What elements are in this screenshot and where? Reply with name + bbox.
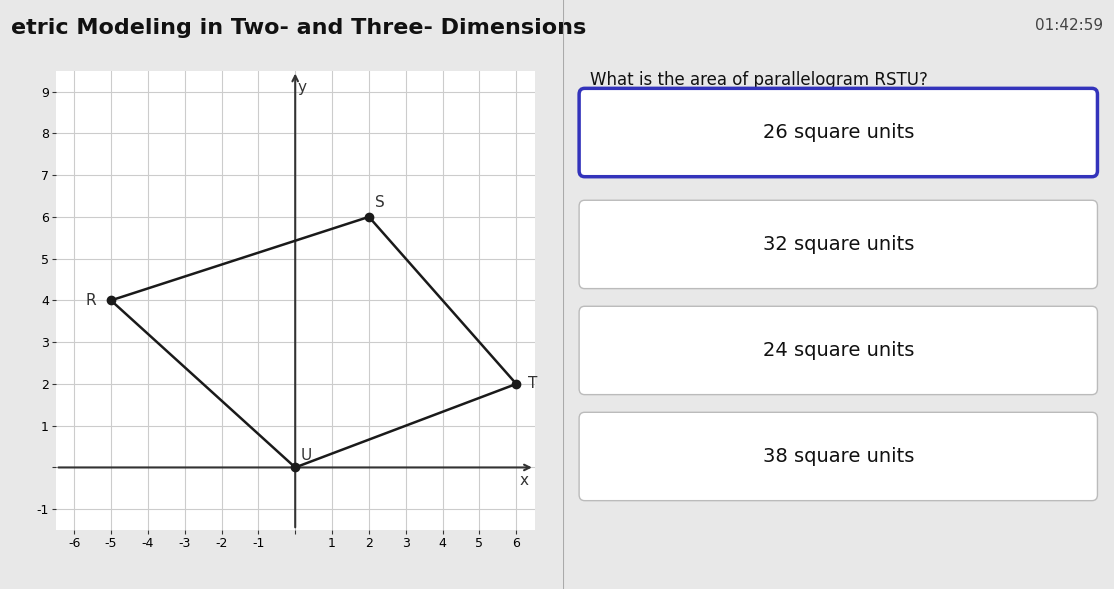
FancyBboxPatch shape: [579, 200, 1097, 289]
Text: U: U: [301, 448, 312, 464]
Text: 32 square units: 32 square units: [763, 235, 913, 254]
Text: x: x: [519, 474, 528, 488]
Text: y: y: [297, 80, 306, 95]
Text: 26 square units: 26 square units: [763, 123, 913, 142]
Text: etric Modeling in Two- and Three- Dimensions: etric Modeling in Two- and Three- Dimens…: [11, 18, 586, 38]
Text: T: T: [528, 376, 538, 392]
FancyBboxPatch shape: [579, 412, 1097, 501]
Text: 24 square units: 24 square units: [763, 341, 913, 360]
FancyBboxPatch shape: [579, 306, 1097, 395]
Text: R: R: [86, 293, 96, 308]
Text: 38 square units: 38 square units: [763, 447, 913, 466]
Text: 01:42:59: 01:42:59: [1035, 18, 1103, 32]
Text: S: S: [375, 195, 384, 210]
FancyBboxPatch shape: [579, 88, 1097, 177]
Text: What is the area of parallelogram RSTU?: What is the area of parallelogram RSTU?: [590, 71, 928, 89]
